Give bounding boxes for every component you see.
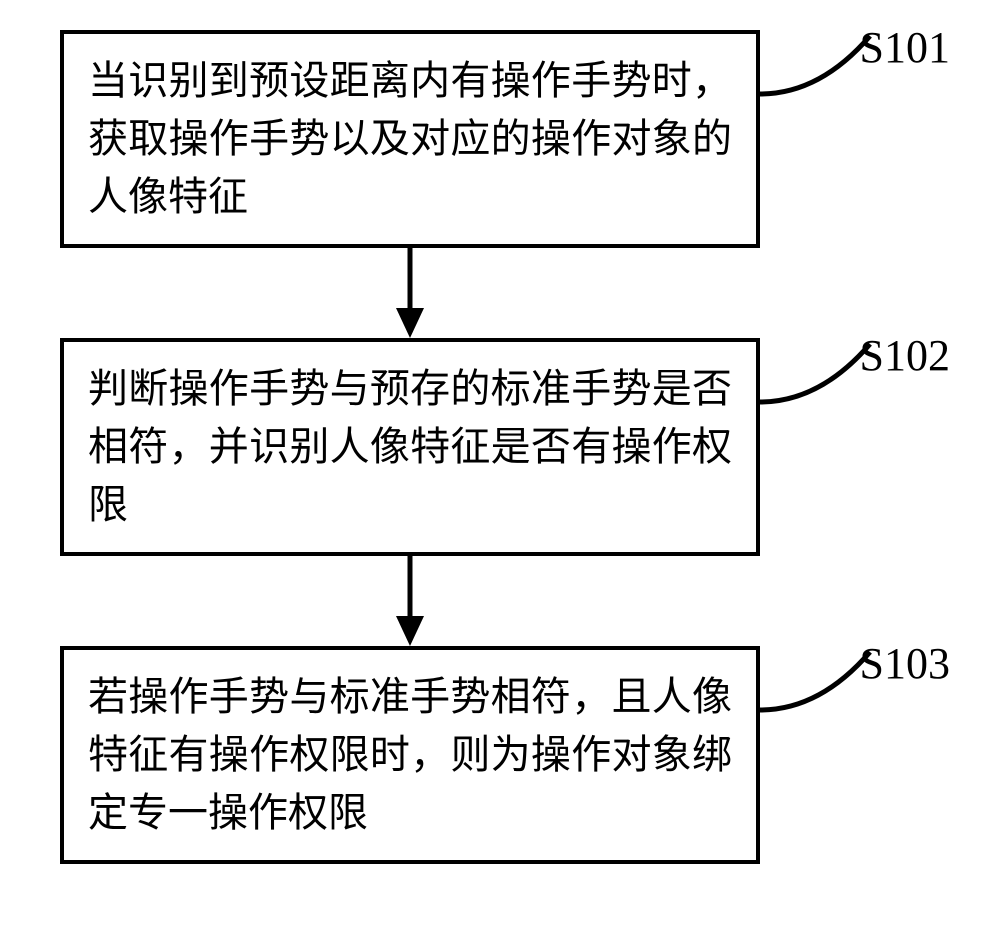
arrow-2 [60, 556, 760, 646]
flow-label-s101: S101 [860, 22, 950, 73]
arrow-down-icon [390, 248, 430, 338]
flow-step-s102: 判断操作手势与预存的标准手势是否相符，并识别人像特征是否有操作权限 S102 [60, 338, 760, 556]
flowchart-container: 当识别到预设距离内有操作手势时，获取操作手势以及对应的操作对象的人像特征 S10… [60, 30, 940, 864]
flow-text-s101: 当识别到预设距离内有操作手势时，获取操作手势以及对应的操作对象的人像特征 [88, 58, 732, 219]
flow-step-s101: 当识别到预设距离内有操作手势时，获取操作手势以及对应的操作对象的人像特征 S10… [60, 30, 760, 248]
flow-box-s101: 当识别到预设距离内有操作手势时，获取操作手势以及对应的操作对象的人像特征 [60, 30, 760, 248]
flow-box-s103: 若操作手势与标准手势相符，且人像特征有操作权限时，则为操作对象绑定专一操作权限 [60, 646, 760, 864]
flow-text-s103: 若操作手势与标准手势相符，且人像特征有操作权限时，则为操作对象绑定专一操作权限 [88, 674, 732, 835]
flow-step-s103: 若操作手势与标准手势相符，且人像特征有操作权限时，则为操作对象绑定专一操作权限 … [60, 646, 760, 864]
flow-label-s103: S103 [860, 638, 950, 689]
arrow-1 [60, 248, 760, 338]
arrow-down-icon [390, 556, 430, 646]
flow-label-s102: S102 [860, 330, 950, 381]
flow-text-s102: 判断操作手势与预存的标准手势是否相符，并识别人像特征是否有操作权限 [88, 366, 732, 527]
flow-box-s102: 判断操作手势与预存的标准手势是否相符，并识别人像特征是否有操作权限 [60, 338, 760, 556]
